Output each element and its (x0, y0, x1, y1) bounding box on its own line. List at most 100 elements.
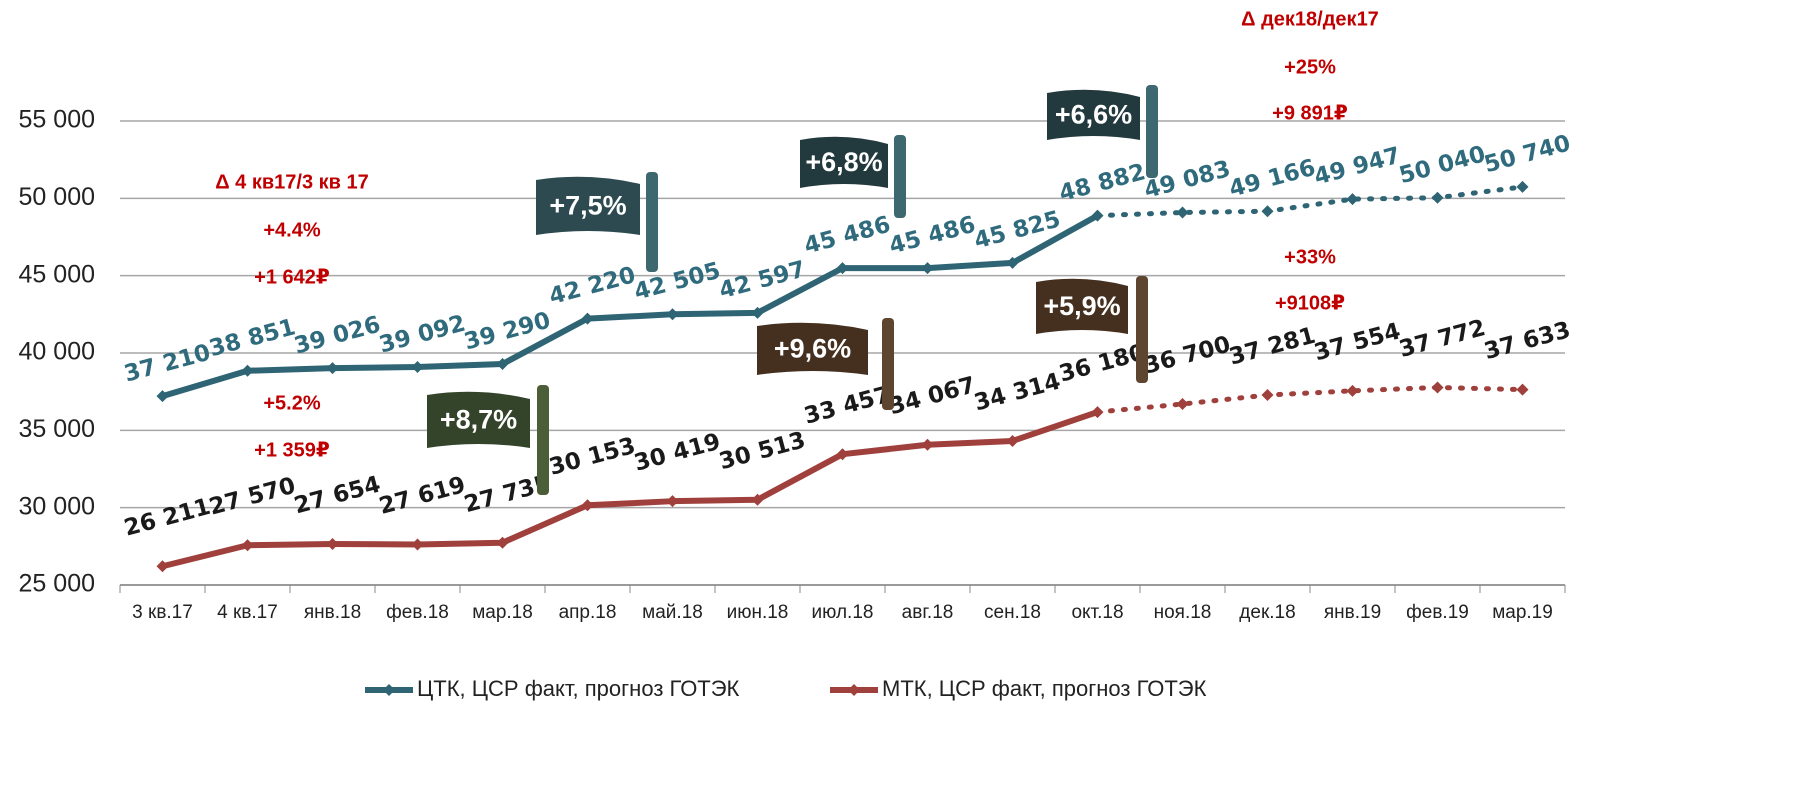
line-actual (159, 409, 1101, 570)
flag (757, 322, 868, 375)
data-label: 39 092 (376, 311, 468, 359)
data-label: 37 554 (1311, 318, 1403, 366)
data-label: 27 654 (291, 472, 383, 520)
flag-pole (646, 172, 658, 272)
data-label: 45 486 (886, 212, 978, 260)
data-label: 39 290 (461, 308, 553, 356)
flag (800, 136, 888, 188)
annotation: +5.2% (263, 392, 320, 414)
data-label: 34 067 (886, 372, 978, 420)
annotation: Δ 4 кв17/3 кв 17 (215, 171, 369, 193)
line-actual (159, 212, 1101, 400)
x-tick-label: мар.18 (472, 602, 533, 623)
marker (1346, 193, 1359, 206)
data-label: 45 825 (971, 206, 1063, 254)
data-label: 50 740 (1481, 130, 1573, 178)
flag-pole (1136, 276, 1148, 383)
y-tick-label: 30 000 (19, 492, 95, 520)
marker (241, 539, 254, 552)
x-tick-label: июн.18 (727, 602, 789, 623)
data-label: 49 166 (1226, 155, 1318, 203)
x-tick-label: апр.18 (559, 602, 617, 623)
marker (1091, 209, 1104, 222)
data-label: 37 772 (1396, 315, 1488, 363)
line-forecast (1095, 384, 1525, 415)
flag-label: +6,8% (805, 147, 882, 177)
data-label: 30 419 (631, 429, 723, 477)
marker (1176, 206, 1189, 219)
flag-pole (537, 385, 549, 495)
marker (1006, 434, 1019, 447)
flag (536, 176, 640, 235)
marker (496, 357, 509, 370)
annotation: +9 891₽ (1272, 102, 1348, 124)
data-label: 50 040 (1396, 141, 1488, 189)
marker (411, 538, 424, 551)
x-tick-label: июл.18 (812, 602, 874, 623)
data-label: 42 597 (716, 256, 808, 304)
data-label: 34 314 (971, 369, 1063, 417)
x-tick-label: янв.18 (304, 602, 361, 623)
y-tick-label: 25 000 (19, 570, 95, 598)
annotation: +4.4% (263, 219, 320, 241)
annotation: +9108₽ (1275, 292, 1345, 314)
flag-pole (882, 318, 894, 410)
marker (241, 364, 254, 377)
marker (751, 493, 764, 506)
y-tick-label: 40 000 (19, 338, 95, 366)
data-label: 36 700 (1141, 332, 1233, 380)
data-label: 26 211 (121, 494, 213, 542)
marker (581, 312, 594, 325)
x-tick-label: мар.19 (1492, 602, 1553, 623)
flag-label: +7,5% (549, 191, 626, 221)
annotation: +25% (1284, 56, 1336, 78)
marker (411, 361, 424, 374)
data-label: 37 210 (121, 340, 213, 388)
legend-marker (383, 684, 395, 696)
flag (1047, 89, 1140, 140)
marker (1346, 384, 1359, 397)
marker (1091, 406, 1104, 419)
x-tick-label: янв.19 (1324, 602, 1381, 623)
marker (1006, 256, 1019, 269)
x-tick-label: 4 кв.17 (217, 602, 278, 623)
data-label: 37 633 (1481, 317, 1573, 365)
legend-marker (848, 684, 860, 696)
y-tick-label: 55 000 (19, 106, 95, 134)
flag-label: +6,6% (1055, 100, 1132, 130)
legend-label: ЦТК, ЦСР факт, прогноз ГОТЭК (417, 676, 740, 701)
y-tick-label: 35 000 (19, 415, 95, 443)
marker (921, 438, 934, 451)
marker (156, 390, 169, 403)
marker (1516, 180, 1529, 193)
marker (1176, 398, 1189, 411)
marker (496, 536, 509, 549)
marker (751, 306, 764, 319)
flag (1036, 278, 1128, 334)
data-label: 38 851 (206, 314, 298, 362)
marker (666, 308, 679, 321)
marker (836, 448, 849, 461)
data-label: 33 457 (801, 382, 893, 430)
flag-label: +8,7% (440, 405, 517, 435)
marker (666, 495, 679, 508)
marker (836, 262, 849, 275)
annotation: Δ дек18/дек17 (1241, 8, 1379, 30)
annotation: +33% (1284, 246, 1336, 268)
flag (427, 391, 530, 448)
data-label: 42 220 (546, 262, 638, 310)
x-tick-label: фев.18 (386, 602, 449, 623)
marker (1431, 381, 1444, 394)
flag-pole (1146, 85, 1158, 178)
y-tick-label: 50 000 (19, 183, 95, 211)
annotation: +1 642₽ (254, 266, 330, 288)
x-tick-label: май.18 (642, 602, 703, 623)
x-tick-label: фев.19 (1406, 602, 1469, 623)
data-label: 49 947 (1311, 143, 1403, 191)
marker (1431, 191, 1444, 204)
x-tick-label: ноя.18 (1154, 602, 1212, 623)
marker (1261, 389, 1274, 402)
y-tick-label: 45 000 (19, 260, 95, 288)
data-label: 36 180 (1056, 340, 1148, 388)
